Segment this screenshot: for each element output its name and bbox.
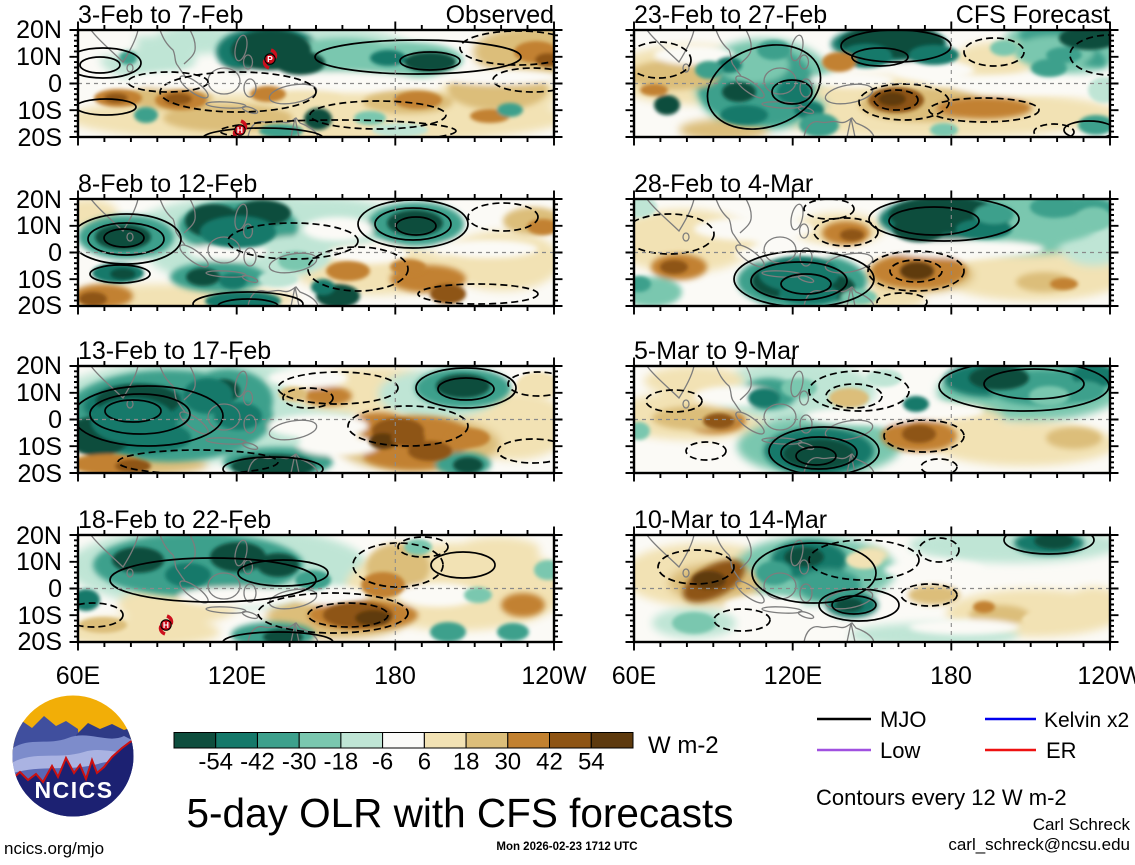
svg-text:ER: ER (1046, 738, 1077, 763)
svg-text:20S: 20S (18, 628, 62, 656)
svg-text:18: 18 (453, 749, 480, 776)
svg-text:54: 54 (578, 749, 605, 776)
svg-text:H: H (163, 620, 169, 630)
svg-text:-6: -6 (372, 749, 393, 776)
svg-text:120W: 120W (521, 662, 587, 690)
svg-text:Low: Low (880, 738, 920, 763)
svg-text:W m-2: W m-2 (648, 732, 719, 759)
svg-text:20N: 20N (16, 16, 62, 44)
svg-text:10N: 10N (16, 379, 62, 407)
svg-text:18-Feb to 22-Feb: 18-Feb to 22-Feb (78, 506, 271, 534)
svg-text:-54: -54 (198, 749, 233, 776)
svg-text:10S: 10S (18, 602, 62, 630)
svg-text:60E: 60E (56, 662, 100, 690)
svg-text:10-Mar to 14-Mar: 10-Mar to 14-Mar (634, 506, 827, 534)
svg-text:23-Feb to 27-Feb: 23-Feb to 27-Feb (634, 1, 827, 29)
svg-text:60E: 60E (612, 662, 656, 690)
svg-text:120W: 120W (1077, 662, 1135, 690)
svg-text:ncics.org/mjo: ncics.org/mjo (4, 839, 104, 858)
svg-text:10N: 10N (16, 43, 62, 71)
svg-text:Carl Schreck: Carl Schreck (1033, 815, 1131, 834)
svg-text:180: 180 (374, 662, 416, 690)
svg-text:0: 0 (48, 406, 62, 434)
svg-text:CFS Forecast: CFS Forecast (956, 1, 1110, 29)
svg-text:10S: 10S (18, 97, 62, 125)
svg-text:10N: 10N (16, 212, 62, 240)
svg-text:10S: 10S (18, 433, 62, 461)
svg-text:P: P (267, 54, 273, 64)
svg-text:10S: 10S (18, 266, 62, 294)
svg-text:20N: 20N (16, 352, 62, 380)
svg-text:13-Feb to 17-Feb: 13-Feb to 17-Feb (78, 337, 271, 365)
svg-text:20S: 20S (18, 460, 62, 488)
svg-text:carl_schreck@ncsu.edu: carl_schreck@ncsu.edu (948, 835, 1130, 854)
svg-text:0: 0 (48, 70, 62, 98)
svg-text:MJO: MJO (880, 707, 926, 732)
svg-text:20S: 20S (18, 292, 62, 320)
svg-text:Observed: Observed (446, 1, 554, 29)
svg-text:6: 6 (418, 749, 431, 776)
svg-text:30: 30 (494, 749, 521, 776)
svg-text:20S: 20S (18, 124, 62, 152)
svg-text:42: 42 (536, 749, 563, 776)
svg-text:H: H (237, 125, 243, 135)
svg-text:-30: -30 (282, 749, 317, 776)
svg-text:Mon 2026-02-23 1712 UTC: Mon 2026-02-23 1712 UTC (496, 841, 637, 853)
svg-text:3-Feb to 7-Feb: 3-Feb to 7-Feb (78, 1, 243, 29)
svg-text:Contours every 12 W m-2: Contours every 12 W m-2 (816, 785, 1067, 810)
svg-text:5-day OLR with CFS forecasts: 5-day OLR with CFS forecasts (187, 790, 734, 836)
svg-text:0: 0 (48, 239, 62, 267)
svg-text:180: 180 (930, 662, 972, 690)
svg-text:120E: 120E (208, 662, 266, 690)
svg-text:0: 0 (48, 575, 62, 603)
svg-text:-42: -42 (240, 749, 275, 776)
svg-text:5-Mar to 9-Mar: 5-Mar to 9-Mar (634, 337, 799, 365)
svg-text:20N: 20N (16, 186, 62, 214)
svg-text:-18: -18 (324, 749, 359, 776)
svg-text:NCICS: NCICS (34, 777, 113, 803)
svg-text:28-Feb to 4-Mar: 28-Feb to 4-Mar (634, 170, 813, 198)
svg-text:8-Feb to 12-Feb: 8-Feb to 12-Feb (78, 170, 257, 198)
svg-text:Kelvin x2: Kelvin x2 (1044, 709, 1129, 732)
svg-text:20N: 20N (16, 522, 62, 550)
svg-text:10N: 10N (16, 548, 62, 576)
svg-text:120E: 120E (764, 662, 822, 690)
